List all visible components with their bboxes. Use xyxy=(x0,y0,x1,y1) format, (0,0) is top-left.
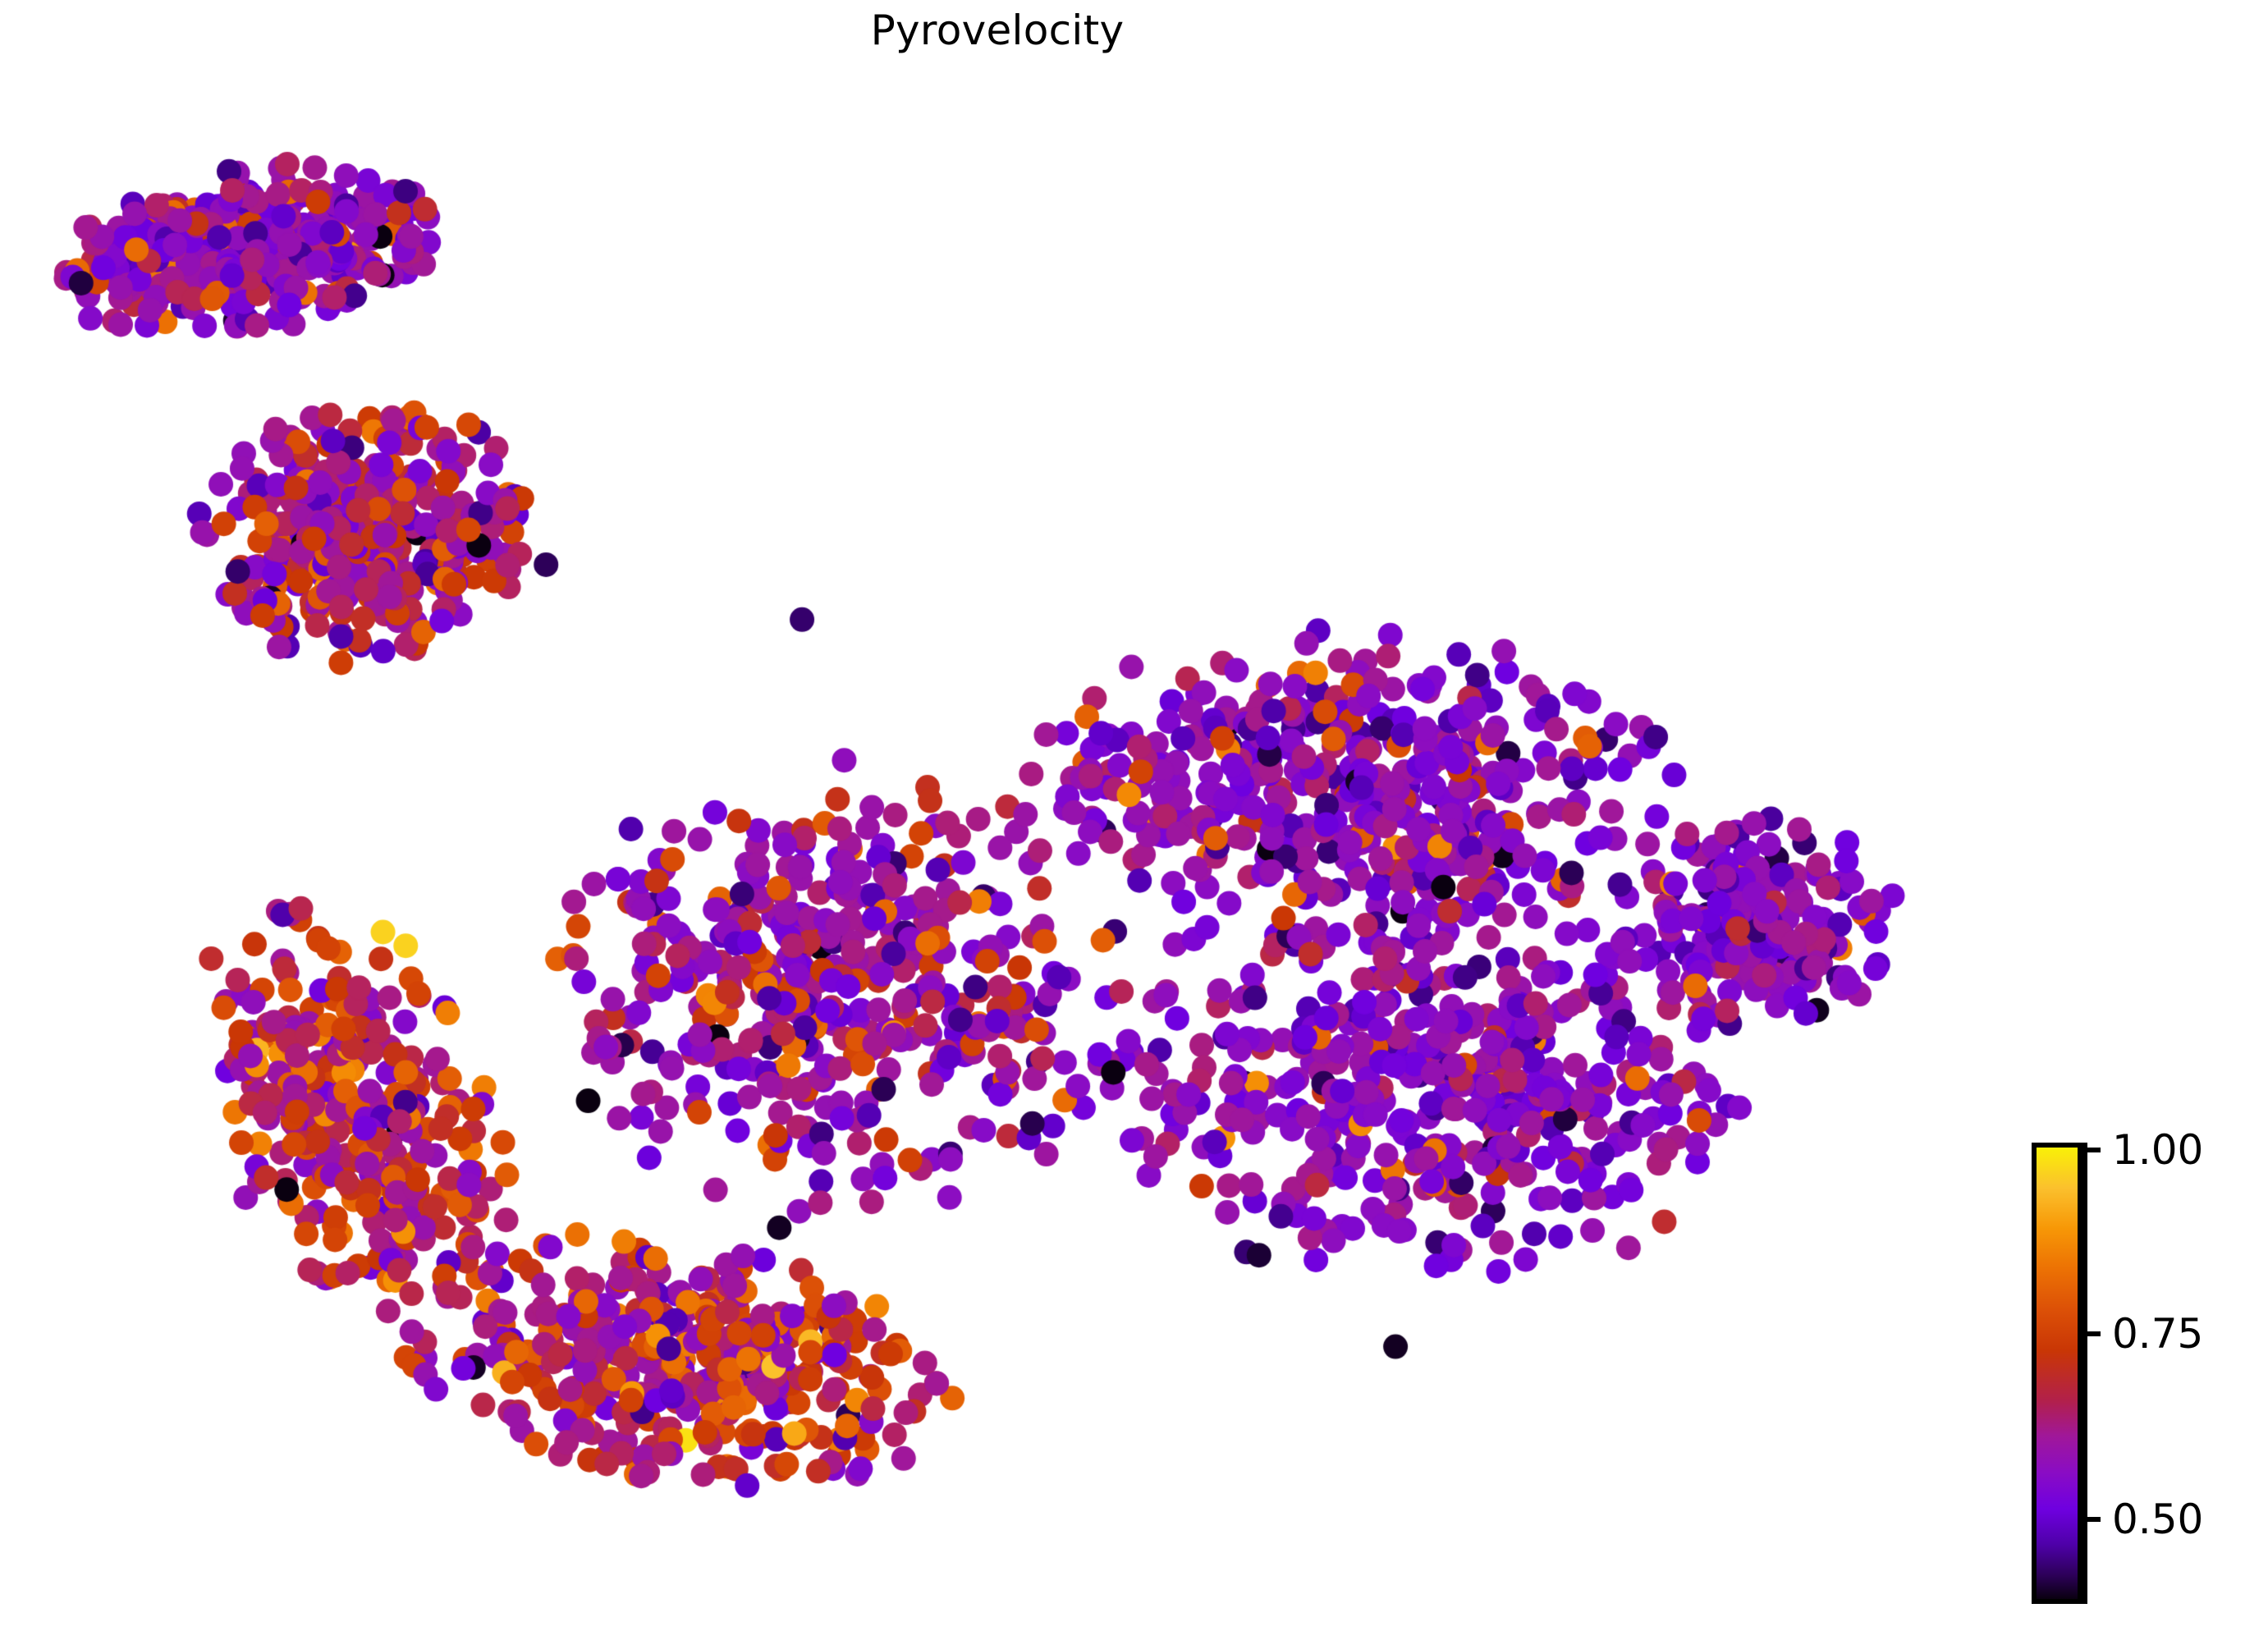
colorbar-tick-label-1: 1.00 xyxy=(2112,1126,2204,1174)
colorbar-spine xyxy=(2078,1143,2082,1604)
colorbar-tick-1 xyxy=(2082,1148,2101,1152)
scatter-plot-axes xyxy=(0,57,1995,1631)
scatter-points-canvas xyxy=(0,57,1995,1631)
colorbar-tick-2 xyxy=(2082,1331,2101,1336)
colorbar-gradient xyxy=(2032,1143,2087,1604)
colorbar-tick-3 xyxy=(2082,1517,2101,1522)
colorbar-tick-label-2: 0.75 xyxy=(2112,1310,2204,1358)
page-title: Pyrovelocity xyxy=(870,7,1125,54)
colorbar-tick-label-3: 0.50 xyxy=(2112,1496,2204,1543)
